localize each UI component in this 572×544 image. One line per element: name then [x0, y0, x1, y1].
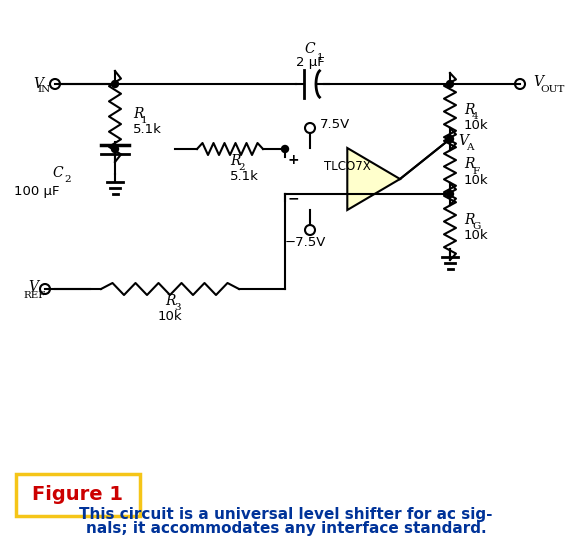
Text: 10k: 10k: [158, 311, 182, 324]
Text: 3: 3: [174, 302, 181, 312]
Circle shape: [447, 81, 454, 88]
Text: A: A: [466, 143, 474, 151]
Text: 2: 2: [238, 163, 245, 171]
Text: 7.5V: 7.5V: [320, 118, 350, 131]
Text: G: G: [472, 222, 480, 231]
Text: F: F: [472, 167, 479, 176]
Text: V: V: [533, 75, 543, 89]
Text: 1: 1: [141, 116, 148, 125]
Circle shape: [447, 135, 454, 143]
Text: 2 μF: 2 μF: [296, 56, 324, 69]
Text: This circuit is a universal level shifter for ac sig-: This circuit is a universal level shifte…: [80, 507, 492, 522]
Text: 2: 2: [65, 175, 71, 183]
Circle shape: [281, 145, 288, 152]
Text: V: V: [33, 77, 43, 91]
Text: 5.1k: 5.1k: [133, 123, 162, 136]
Text: nals; it accommodates any interface standard.: nals; it accommodates any interface stan…: [86, 521, 486, 536]
Text: IN: IN: [38, 85, 51, 95]
Polygon shape: [347, 148, 400, 210]
Circle shape: [447, 190, 454, 197]
Text: TLCO7X: TLCO7X: [324, 160, 371, 174]
Text: Figure 1: Figure 1: [33, 485, 124, 504]
Text: +: +: [287, 153, 299, 167]
Text: C: C: [305, 42, 315, 56]
Text: R: R: [165, 294, 175, 308]
Text: 4: 4: [472, 112, 479, 121]
Text: V: V: [28, 280, 38, 294]
Text: 10k: 10k: [464, 119, 488, 132]
Text: R: R: [133, 108, 144, 121]
Text: OUT: OUT: [540, 84, 565, 94]
Circle shape: [112, 81, 118, 88]
Text: R: R: [464, 158, 475, 171]
Text: R: R: [464, 213, 475, 226]
Circle shape: [112, 145, 118, 152]
Text: R: R: [464, 102, 475, 116]
Text: −: −: [287, 191, 299, 205]
Text: REF: REF: [23, 290, 46, 300]
Text: V: V: [458, 134, 468, 148]
Text: 5.1k: 5.1k: [230, 170, 259, 183]
Text: −7.5V: −7.5V: [284, 236, 325, 249]
FancyBboxPatch shape: [16, 474, 140, 516]
Text: 1: 1: [317, 53, 324, 62]
Text: 10k: 10k: [464, 229, 488, 242]
Text: 100 μF: 100 μF: [14, 184, 60, 197]
Text: R: R: [230, 154, 240, 168]
Text: 10k: 10k: [464, 174, 488, 187]
Text: C: C: [53, 166, 63, 180]
